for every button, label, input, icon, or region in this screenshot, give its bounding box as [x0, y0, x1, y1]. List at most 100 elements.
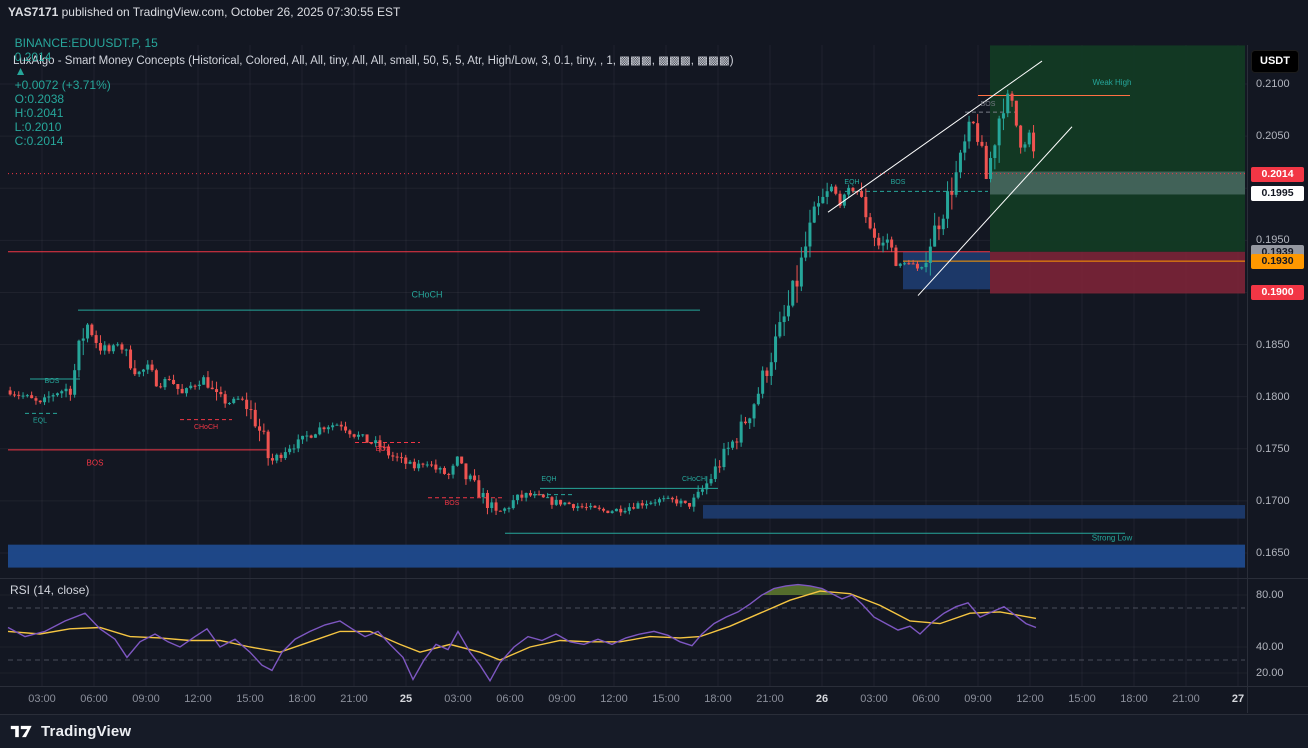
- candle-body: [761, 370, 765, 394]
- smc-label: EQH: [844, 179, 859, 186]
- candle-body: [309, 435, 313, 438]
- candle-body: [851, 187, 855, 192]
- candle-body: [705, 483, 709, 490]
- last-price: 0.2014: [14, 50, 52, 64]
- candle-body: [989, 158, 993, 179]
- candle-body: [713, 466, 717, 479]
- candle-body: [958, 152, 962, 173]
- candle-body: [215, 389, 219, 393]
- candle-body: [133, 368, 137, 375]
- candle-body: [77, 340, 81, 371]
- candle-body: [937, 225, 941, 230]
- time-label: 18:00: [288, 693, 316, 705]
- candle-body: [688, 503, 692, 507]
- rsi-layer: [7, 583, 1245, 683]
- candle-body: [331, 425, 335, 428]
- candle-body: [81, 338, 85, 341]
- candle-body: [365, 434, 369, 443]
- price-badge: 0.1995: [1251, 186, 1304, 202]
- candle-body: [111, 345, 115, 352]
- candle-body: [490, 502, 494, 509]
- time-label: 06:00: [912, 693, 940, 705]
- candle-body: [752, 404, 756, 419]
- tradingview-brand[interactable]: TradingView: [10, 723, 131, 740]
- currency-toggle-button[interactable]: USDT: [1251, 50, 1299, 73]
- candle-body: [253, 409, 257, 427]
- time-label-day: 26: [815, 693, 829, 705]
- candle-body: [877, 237, 881, 246]
- smc-label: EQL: [33, 418, 47, 425]
- price-tick: 0.1650: [1256, 547, 1290, 559]
- candle-body: [804, 246, 808, 258]
- candle-body: [296, 439, 300, 449]
- chart-canvas[interactable]: CHoCH BOS BOS EQL CHoCH BOS BOS EQH CHoCH EQH BOS B…: [0, 0, 1247, 686]
- candle-body: [838, 193, 842, 206]
- candle-body: [417, 463, 421, 469]
- candle-body: [206, 377, 210, 388]
- candle-body: [348, 430, 352, 435]
- candle-body: [344, 426, 348, 431]
- candle-body: [623, 510, 627, 513]
- candle-body: [511, 500, 515, 509]
- rsi-pane-title[interactable]: RSI (14, close): [10, 583, 90, 597]
- time-label: 09:00: [132, 693, 160, 705]
- candle-body: [756, 393, 760, 405]
- candle-body: [477, 480, 481, 498]
- candle-body: [176, 384, 180, 389]
- candle-body: [614, 508, 618, 512]
- candle-body: [619, 508, 623, 513]
- candle-body: [468, 475, 472, 480]
- candle-body: [434, 464, 438, 470]
- candle-body: [997, 118, 1001, 146]
- candle-body: [571, 504, 575, 509]
- price-axis[interactable]: 0.2100 0.2050 0.1950 0.1850 0.1800 0.1750 0.17…: [1247, 45, 1308, 713]
- candle-body: [193, 385, 197, 387]
- candle-body: [408, 461, 412, 464]
- symbol-name: BINANCE:EDUUSDT.P, 15: [14, 36, 158, 50]
- candle-body: [602, 508, 606, 511]
- candle-body: [98, 342, 102, 351]
- candle-body: [928, 246, 932, 263]
- candle-body: [64, 388, 68, 392]
- time-label: 03:00: [28, 693, 56, 705]
- smc-label: BOS: [45, 378, 60, 385]
- candle-body: [933, 225, 937, 247]
- pane-divider[interactable]: [0, 578, 1308, 579]
- candle-body: [872, 228, 876, 238]
- candle-body: [860, 191, 864, 197]
- candle-body: [68, 388, 72, 395]
- candle-body: [236, 398, 240, 400]
- candle-body: [318, 427, 322, 435]
- price-change: +0.0072 (+3.71%): [14, 78, 111, 92]
- candle-body: [722, 448, 726, 468]
- price-tick: 0.2100: [1256, 78, 1290, 90]
- candle-body: [141, 369, 145, 372]
- candle-body: [322, 427, 326, 430]
- candle-body: [223, 394, 227, 404]
- candle-body: [1006, 93, 1010, 114]
- candle-body: [245, 399, 249, 410]
- candle-body: [640, 503, 644, 506]
- candle-body: [589, 505, 593, 508]
- candle-body: [447, 473, 451, 475]
- indicator-title[interactable]: LuxAlgo - Smart Money Concepts (Historic…: [13, 55, 734, 67]
- candle-body: [653, 502, 657, 504]
- candle-body: [645, 503, 649, 506]
- candle-body: [240, 398, 244, 400]
- smc-zone: [990, 45, 1245, 252]
- time-axis[interactable]: 03:00 06:00 09:00 12:00 15:00 18:00 21:00 25 03:…: [0, 686, 1308, 715]
- time-label: 15:00: [236, 693, 264, 705]
- candle-body: [976, 123, 980, 142]
- published-byline: YAS7171 published on TradingView.com, Oc…: [8, 5, 400, 19]
- candle-body: [442, 468, 446, 474]
- candle-body: [189, 385, 193, 389]
- candle-body: [541, 494, 545, 498]
- smc-label: BOS: [376, 446, 391, 453]
- candles-layer: [8, 89, 1036, 516]
- candle-body: [868, 217, 872, 229]
- candle-body: [890, 239, 894, 248]
- candle-body: [451, 465, 455, 475]
- candle-body: [43, 397, 47, 403]
- candle-body: [864, 196, 868, 218]
- candle-body: [301, 435, 305, 440]
